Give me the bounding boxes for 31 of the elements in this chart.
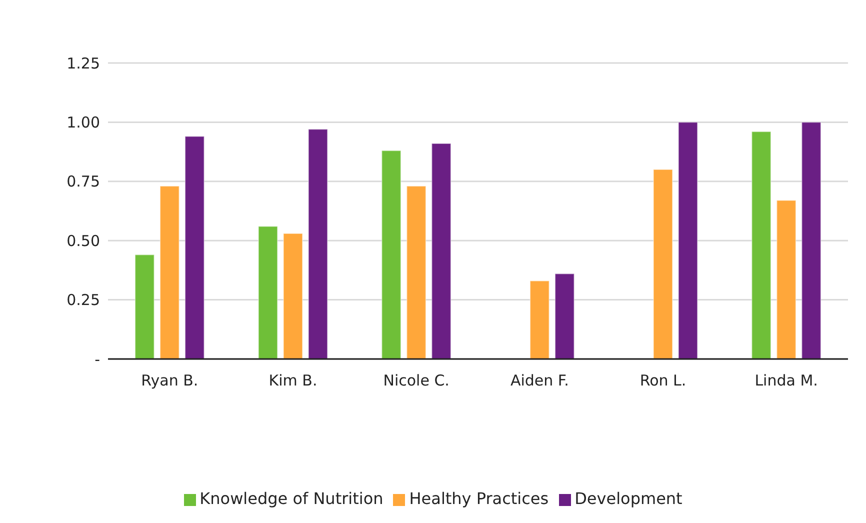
bar xyxy=(381,150,402,359)
y-tick-label: 0.25 xyxy=(66,291,100,310)
y-tick-label: - xyxy=(94,350,100,368)
legend-label: Development xyxy=(574,489,682,508)
x-tick-label: Aiden F. xyxy=(510,372,569,390)
x-tick-label: Ron L. xyxy=(640,372,686,390)
bar xyxy=(801,122,822,359)
y-tick-label: 1.25 xyxy=(66,54,100,72)
bar xyxy=(431,143,452,359)
y-tick-label: 1.00 xyxy=(66,114,100,132)
bar xyxy=(554,273,575,359)
bar xyxy=(308,128,328,359)
bar xyxy=(258,226,278,359)
bar xyxy=(776,200,796,359)
legend-label: Healthy Practices xyxy=(409,489,549,508)
legend-label: Knowledge of Nutrition xyxy=(200,489,384,508)
bar xyxy=(160,186,180,359)
bar xyxy=(652,169,673,359)
y-tick-label: 0.75 xyxy=(66,172,100,191)
bar xyxy=(184,136,205,359)
x-tick-label: Ryan B. xyxy=(141,372,198,390)
x-tick-label: Linda M. xyxy=(754,372,818,390)
x-tick-label: Nicole C. xyxy=(383,372,450,390)
bar xyxy=(530,280,550,359)
bar xyxy=(134,254,155,359)
bar xyxy=(678,122,698,359)
bar xyxy=(282,232,303,359)
y-tick-label: 0.50 xyxy=(66,232,100,250)
x-tick-label: Kim B. xyxy=(268,372,318,390)
bar xyxy=(751,131,772,359)
bar xyxy=(406,186,426,359)
